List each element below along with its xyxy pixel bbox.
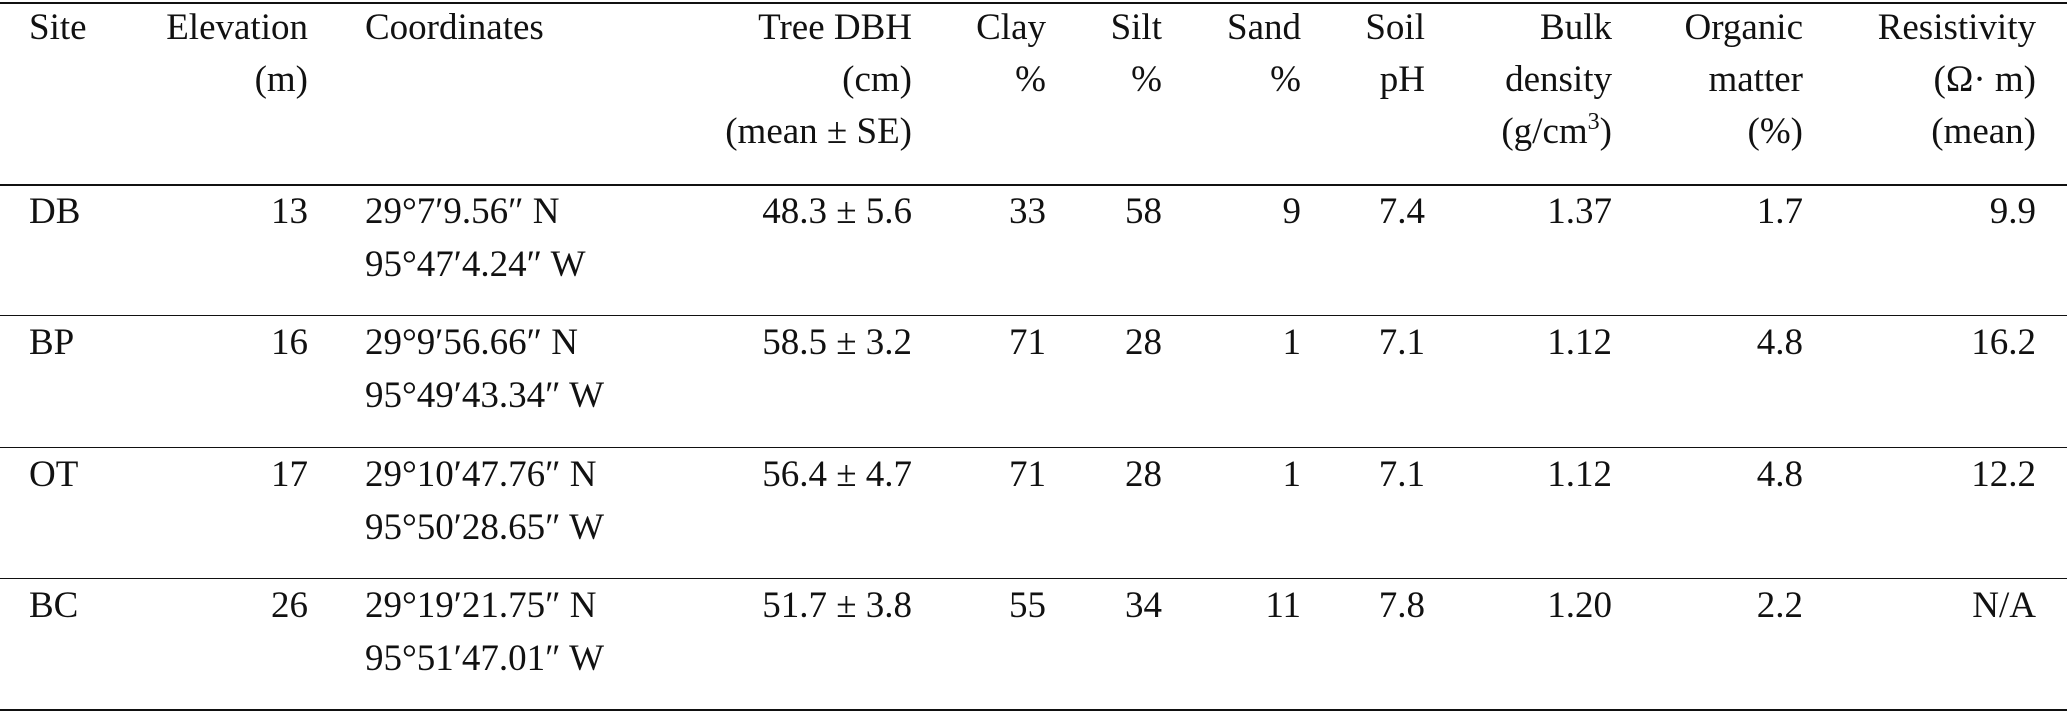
header-text: ) xyxy=(1599,111,1612,152)
header-cell: Silt xyxy=(1110,7,1162,48)
cell: 29°7′9.56″ N xyxy=(365,191,560,232)
header-cell: (m) xyxy=(254,59,308,100)
header-text: (g/cm xyxy=(1501,111,1588,152)
cell: 9 xyxy=(1282,191,1302,232)
row-rule xyxy=(0,315,2067,316)
row-rule xyxy=(0,578,2067,579)
cell: 17 xyxy=(271,453,308,495)
cell: 29°10′47.76″ N xyxy=(365,453,597,495)
cell: 13 xyxy=(271,191,308,232)
cell: 28 xyxy=(1125,453,1162,495)
header-cell: Tree DBH xyxy=(758,7,912,48)
header-cell: density xyxy=(1505,59,1612,100)
header-cell: (%) xyxy=(1747,111,1803,152)
cell: 95°49′43.34″ W xyxy=(365,375,605,417)
superscript: 3 xyxy=(1587,109,1600,135)
cell: 4.8 xyxy=(1756,322,1803,364)
header-cell: (mean ± SE) xyxy=(725,111,912,152)
header-cell: Coordinates xyxy=(365,7,544,48)
cell: 28 xyxy=(1125,322,1162,364)
cell: 1.37 xyxy=(1547,191,1612,232)
cell: 58 xyxy=(1125,191,1162,232)
header-cell: Clay xyxy=(976,7,1046,48)
header-cell: Elevation xyxy=(166,7,308,48)
cell: 33 xyxy=(1009,191,1046,232)
row-rule xyxy=(0,447,2067,448)
header-cell: (cm) xyxy=(842,59,912,100)
cell: 1 xyxy=(1282,453,1302,495)
header-cell: matter xyxy=(1708,59,1803,100)
cell: 34 xyxy=(1125,584,1162,626)
header-rule xyxy=(0,184,2067,186)
header-cell: % xyxy=(1015,59,1046,100)
cell: 55 xyxy=(1009,584,1046,626)
header-cell: Soil xyxy=(1365,7,1425,48)
bottom-rule xyxy=(0,709,2067,711)
cell: 7.1 xyxy=(1378,453,1425,495)
cell: N/A xyxy=(1972,584,2036,626)
cell: 95°50′28.65″ W xyxy=(365,506,605,548)
cell: 48.3 ± 5.6 xyxy=(762,191,912,232)
header-cell: Site xyxy=(29,7,87,48)
header-cell: (mean) xyxy=(1931,111,2036,152)
cell: OT xyxy=(29,453,79,495)
top-rule xyxy=(0,2,2067,4)
header-cell: Organic xyxy=(1684,7,1804,48)
header-cell: Sand xyxy=(1227,7,1301,48)
cell: 1.12 xyxy=(1547,453,1612,495)
header-cell: % xyxy=(1270,59,1301,100)
cell: 12.2 xyxy=(1971,453,2036,495)
cell: 7.4 xyxy=(1378,191,1425,232)
cell: 51.7 ± 3.8 xyxy=(762,584,912,626)
cell: 56.4 ± 4.7 xyxy=(762,453,912,495)
cell: 2.2 xyxy=(1756,584,1803,626)
header-cell: % xyxy=(1131,59,1162,100)
header-cell: Resistivity xyxy=(1877,7,2036,48)
cell: 95°47′4.24″ W xyxy=(365,244,586,285)
header-cell: (g/cm3) xyxy=(1501,106,1612,158)
cell: 11 xyxy=(1265,584,1301,626)
cell: 29°19′21.75″ N xyxy=(365,584,597,626)
cell: 7.1 xyxy=(1378,322,1425,364)
cell: 4.8 xyxy=(1756,453,1803,495)
cell: 29°9′56.66″ N xyxy=(365,322,579,364)
cell: 58.5 ± 3.2 xyxy=(762,322,912,364)
cell: 16 xyxy=(271,322,308,364)
cell: 9.9 xyxy=(1989,191,2036,232)
cell: 16.2 xyxy=(1971,322,2036,364)
cell: 1.20 xyxy=(1547,584,1612,626)
header-cell: Bulk xyxy=(1540,7,1612,48)
cell: 1 xyxy=(1282,322,1302,364)
cell: 71 xyxy=(1009,322,1046,364)
cell: DB xyxy=(29,191,81,232)
cell: 7.8 xyxy=(1378,584,1425,626)
cell: BP xyxy=(29,322,75,364)
cell: 1.7 xyxy=(1756,191,1803,232)
header-cell: (Ω· m) xyxy=(1933,59,2037,100)
header-cell: pH xyxy=(1379,59,1425,100)
cell: BC xyxy=(29,584,79,626)
cell: 26 xyxy=(271,584,308,626)
cell: 71 xyxy=(1009,453,1046,495)
cell: 95°51′47.01″ W xyxy=(365,637,605,679)
cell: 1.12 xyxy=(1547,322,1612,364)
